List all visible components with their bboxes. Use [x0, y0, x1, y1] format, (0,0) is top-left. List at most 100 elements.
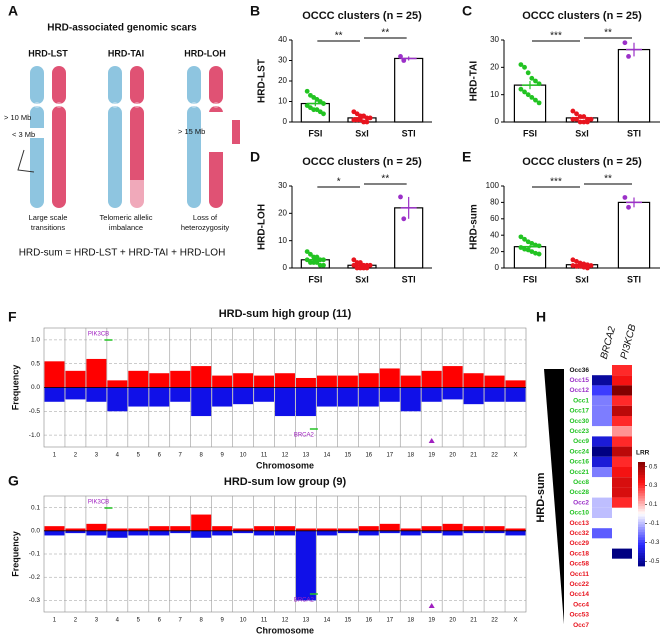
frequency-bar: [128, 387, 149, 407]
frequency-bar: [358, 526, 379, 531]
panel-label: D: [250, 149, 260, 165]
rank-wedge: [544, 369, 564, 625]
frequency-bar: [463, 387, 484, 405]
heatmap-cell: [592, 456, 612, 467]
frequency-bar: [505, 380, 526, 388]
x-tick-label: 21: [470, 618, 477, 624]
y-tick-label: 100: [486, 181, 500, 190]
row-label: Occ58: [569, 561, 589, 568]
x-tick-label: 5: [137, 453, 141, 459]
gene-label: PIK3CB: [88, 332, 109, 338]
data-point: [398, 194, 403, 200]
frequency-bar: [379, 368, 400, 388]
frequency-bar: [295, 377, 316, 388]
data-point: [321, 101, 326, 106]
colorbar-step: [638, 532, 645, 536]
chart-title: OCCC clusters (n = 25): [522, 156, 642, 168]
frequency-bar: [316, 530, 337, 536]
y-tick-label: 0: [495, 117, 500, 126]
data-point: [622, 195, 628, 200]
x-axis-label: Chromosome: [256, 625, 314, 635]
x-tick-label: SxI: [355, 274, 369, 284]
heatmap-cell: [612, 528, 632, 539]
row-label: Occ22: [569, 581, 589, 588]
colorbar-step: [638, 469, 645, 473]
colorbar-label: LRR: [636, 450, 650, 457]
frequency-bar: [86, 523, 107, 531]
frequency-bar: [421, 370, 442, 388]
y-tick-label: 30: [278, 56, 287, 65]
colorbar-step: [638, 477, 645, 481]
row-label: Occ7: [573, 622, 589, 629]
row-label: Occ53: [569, 612, 589, 619]
y-tick-label: 40: [278, 35, 287, 44]
y-tick-label: 0: [283, 117, 288, 126]
y-tick-label: -0.2: [29, 574, 41, 581]
colorbar-step: [638, 490, 645, 494]
row-label: Occ28: [569, 489, 589, 496]
chromosome: [108, 106, 122, 208]
colorbar-step: [638, 537, 645, 541]
heatmap-cell: [592, 375, 612, 386]
x-tick-label: 17: [386, 453, 393, 459]
x-tick-label: 14: [324, 453, 331, 459]
row-label: Occ9: [573, 438, 589, 445]
gene-marker: [428, 438, 435, 443]
chart-title: OCCC clusters (n = 25): [302, 156, 422, 168]
data-point: [321, 257, 326, 263]
frequency-bar: [65, 370, 86, 388]
data-point: [522, 236, 527, 242]
row-label: Occ17: [569, 408, 589, 415]
data-point: [529, 75, 535, 81]
data-point: [522, 246, 527, 252]
y-tick-label: 20: [490, 62, 499, 71]
row-label: Occ32: [569, 530, 589, 537]
heatmap-cell: [592, 426, 612, 437]
frequency-bar: [191, 530, 212, 538]
y-tick-label: 0.0: [31, 528, 40, 535]
data-point: [529, 241, 535, 246]
data-point: [585, 265, 590, 271]
colorbar-step: [638, 498, 645, 502]
frequency-bar: [86, 530, 107, 536]
heatmap-cell: [592, 599, 612, 610]
y-axis-label: Frequency: [10, 531, 20, 577]
heatmap-cell: [592, 548, 612, 559]
colorbar-step: [638, 482, 645, 486]
frequency-bar: [128, 530, 149, 536]
colorbar-tick-label: -0.3: [649, 540, 660, 546]
chromosome: [209, 66, 223, 104]
data-point: [522, 64, 527, 70]
data-point: [351, 257, 357, 263]
gene-label: PIK3CB: [88, 500, 109, 506]
heatmap-cell: [592, 558, 612, 569]
frequency-bar: [337, 528, 358, 531]
heatmap-cell: [592, 569, 612, 580]
frequency-bar: [86, 387, 107, 402]
frequency-bar: [295, 528, 316, 531]
data-point: [626, 204, 631, 210]
frequency-bar: [254, 530, 275, 536]
heatmap-cell: [592, 620, 612, 631]
row-label: Occ10: [569, 510, 589, 517]
diagram-title: HRD-associated genomic scars: [47, 23, 197, 34]
row-label: Occ29: [569, 540, 589, 547]
y-tick-label: 40: [490, 230, 499, 239]
colorbar-step: [638, 558, 645, 562]
data-point: [574, 111, 579, 117]
x-tick-label: 7: [179, 453, 183, 459]
frequency-bar: [484, 526, 505, 531]
x-tick-label: STI: [402, 128, 416, 138]
y-tick-label: -0.1: [29, 551, 41, 558]
y-tick-label: 20: [490, 247, 499, 256]
x-tick-label: 3: [95, 618, 99, 624]
colorbar-step: [638, 503, 645, 507]
x-tick-label: X: [514, 453, 518, 459]
data-point: [321, 262, 326, 268]
colorbar-step: [638, 506, 645, 510]
data-point: [525, 247, 531, 253]
heatmap-cell: [612, 558, 632, 569]
x-tick-label: 10: [240, 453, 247, 459]
chart-title: HRD-sum low group (9): [224, 476, 347, 488]
data-point: [574, 259, 579, 264]
